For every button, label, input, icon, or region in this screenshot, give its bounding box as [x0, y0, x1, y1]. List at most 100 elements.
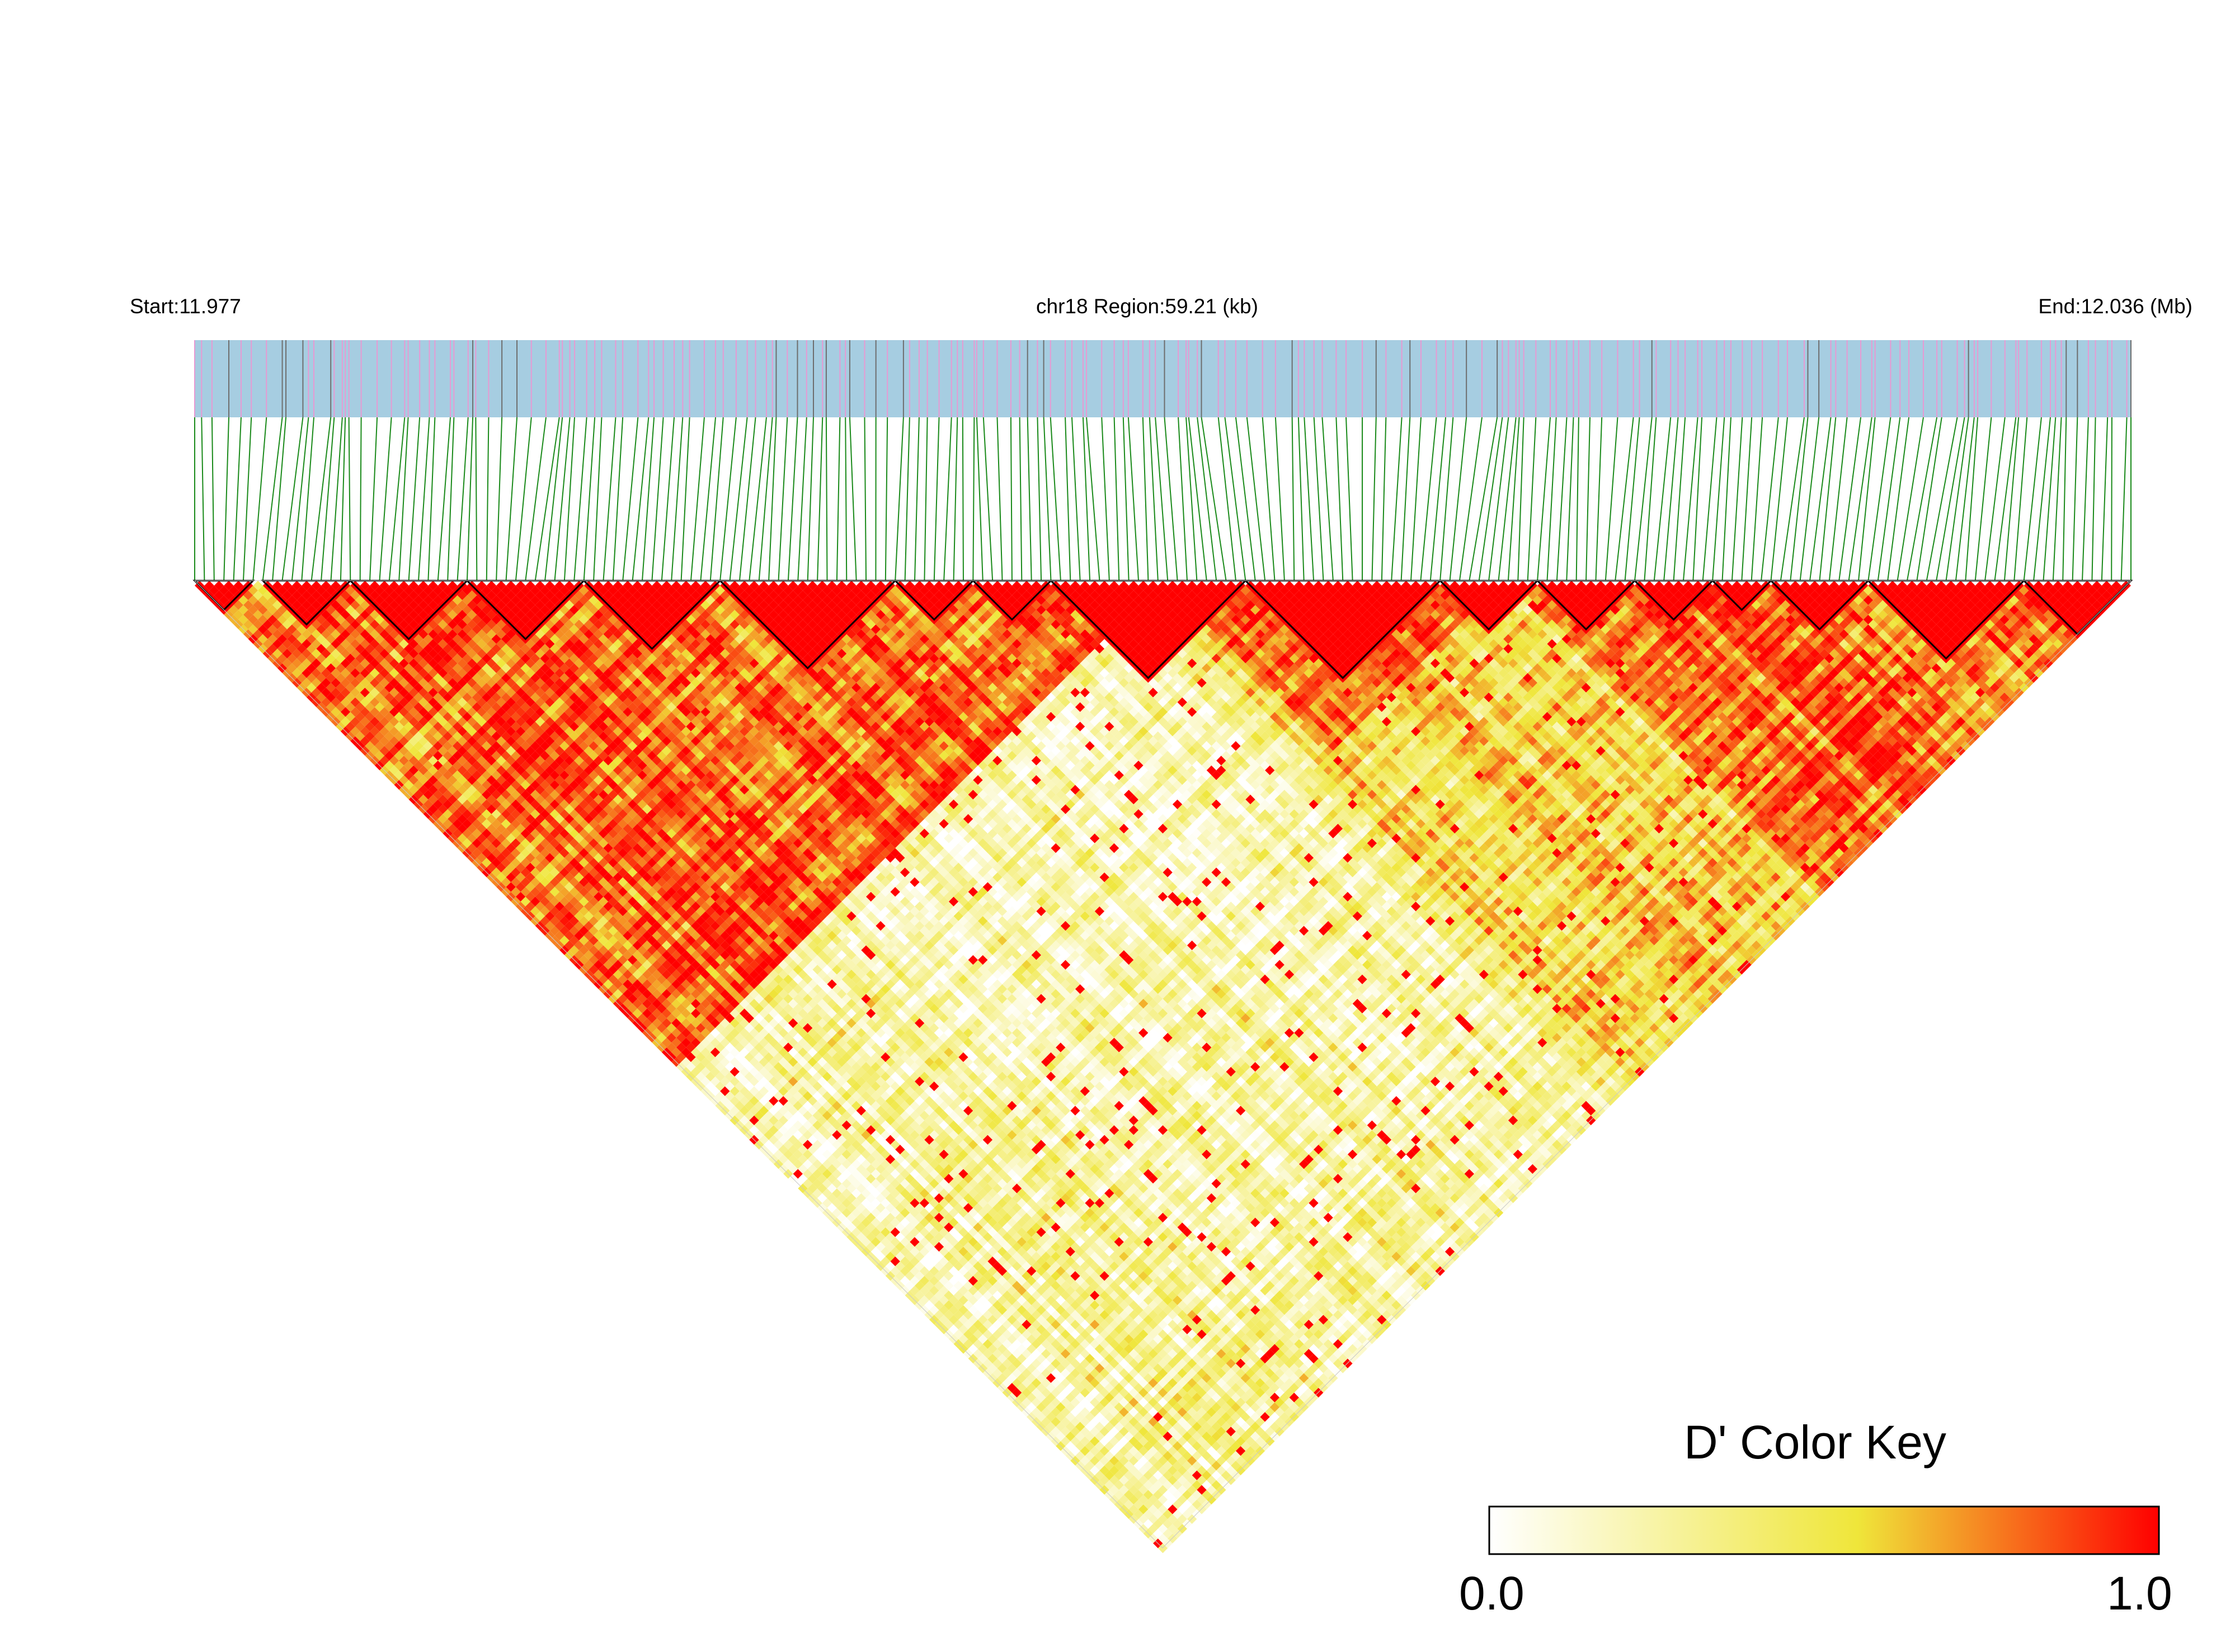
ld-cell — [428, 804, 438, 815]
ld-cell — [1070, 1446, 1080, 1456]
ld-cell — [783, 1140, 793, 1150]
ld-cell — [384, 741, 394, 751]
snp-connector — [1624, 417, 1640, 581]
snp-connector — [408, 417, 421, 581]
ld-cell — [1080, 1446, 1090, 1456]
ld-cell — [243, 600, 253, 610]
snp-connector — [1235, 417, 1256, 581]
ld-cell — [851, 1217, 862, 1227]
ld-cell — [511, 877, 521, 887]
ld-cell — [462, 838, 472, 849]
ld-cell — [321, 697, 331, 707]
ld-cell — [666, 1042, 676, 1053]
ld-cell — [554, 911, 564, 921]
snp-connector — [1585, 417, 1591, 581]
snp-connector — [1027, 417, 1032, 581]
snp-connector — [505, 417, 518, 581]
snp-connector — [330, 417, 343, 581]
snp-connector — [348, 417, 351, 581]
snp-connector — [1488, 417, 1509, 581]
snp-connector — [1692, 417, 1703, 581]
snp-connector — [1313, 417, 1324, 581]
snp-connector — [1897, 417, 1924, 581]
end-label: End:12.036 (Mb) — [2038, 295, 2192, 318]
ld-cell — [793, 1149, 803, 1160]
ld-cell — [403, 770, 414, 780]
ld-cell — [418, 794, 429, 804]
snp-connector — [976, 417, 984, 581]
snp-connector — [496, 417, 503, 581]
ld-cell — [1143, 1519, 1154, 1529]
snp-connector — [486, 417, 490, 581]
ld-cell — [408, 765, 419, 775]
snp-connector — [233, 417, 242, 581]
ld-cell — [457, 814, 467, 824]
start-label: Start:11.977 — [130, 295, 241, 318]
ld-cell — [423, 780, 434, 790]
ld-cell — [710, 1086, 721, 1096]
snp-connector — [340, 417, 346, 581]
ld-cell — [501, 877, 511, 887]
ld-cell — [472, 848, 482, 858]
ld-cell — [885, 1251, 896, 1262]
ld-cell — [545, 901, 555, 911]
ld-cell — [554, 930, 564, 941]
ld-cell — [307, 683, 317, 693]
snp-connector — [1731, 417, 1743, 581]
snp-connector — [1702, 417, 1718, 581]
snp-connector — [1127, 417, 1140, 581]
snp-connector — [1335, 417, 1344, 581]
snp-connector — [1010, 417, 1013, 581]
ld-cell — [331, 697, 341, 707]
snp-connector — [2062, 417, 2067, 581]
snp-connector — [1867, 417, 1891, 581]
ld-cell — [452, 809, 463, 819]
snp-connector — [1420, 417, 1437, 581]
snp-connector — [1537, 417, 1551, 581]
ld-cell — [477, 843, 487, 853]
snp-connector — [904, 417, 910, 581]
ld-cell — [739, 1116, 750, 1126]
snp-connector — [2033, 417, 2051, 581]
snp-connector — [1469, 417, 1498, 581]
ld-cell — [486, 863, 497, 873]
ld-cell — [987, 1363, 997, 1373]
ld-cell — [730, 1096, 740, 1106]
snp-connector — [797, 417, 807, 581]
snp-connector — [895, 417, 904, 581]
snp-connector — [1721, 417, 1731, 581]
ld-cell — [948, 1315, 959, 1325]
ld-cell — [491, 867, 501, 878]
snp-connector — [1546, 417, 1557, 581]
snp-connector — [1936, 417, 1965, 581]
snp-connector — [1037, 417, 1042, 581]
ld-cell — [482, 848, 492, 858]
ld-cell — [482, 838, 492, 849]
snp-connector — [749, 417, 767, 581]
ld-cell — [934, 1290, 944, 1301]
snp-connector — [1974, 417, 1992, 581]
ld-cell — [540, 906, 550, 916]
ld-cell — [287, 653, 297, 663]
ld-cell — [340, 707, 351, 717]
snp-connector — [252, 417, 267, 581]
snp-connector — [1391, 417, 1403, 581]
snp-connector — [1682, 417, 1698, 581]
ld-cell — [895, 1261, 905, 1272]
ld-cell — [1123, 1499, 1134, 1509]
ld-cell — [365, 731, 375, 741]
snp-connector — [768, 417, 777, 581]
ld-cell — [525, 901, 535, 911]
ld-cell — [876, 1241, 886, 1252]
ld-cell — [549, 906, 560, 916]
ld-cell — [1007, 1373, 1017, 1383]
snp-connector — [379, 417, 392, 581]
snp-connector — [1858, 417, 1876, 581]
ld-cell — [856, 1212, 867, 1223]
ld-cell — [1007, 1383, 1017, 1393]
ld-cell — [535, 911, 545, 921]
ld-cell — [1085, 1451, 1095, 1461]
ld-cell — [403, 760, 414, 770]
ld-cell — [769, 1145, 779, 1155]
snp-connector — [1595, 417, 1603, 581]
